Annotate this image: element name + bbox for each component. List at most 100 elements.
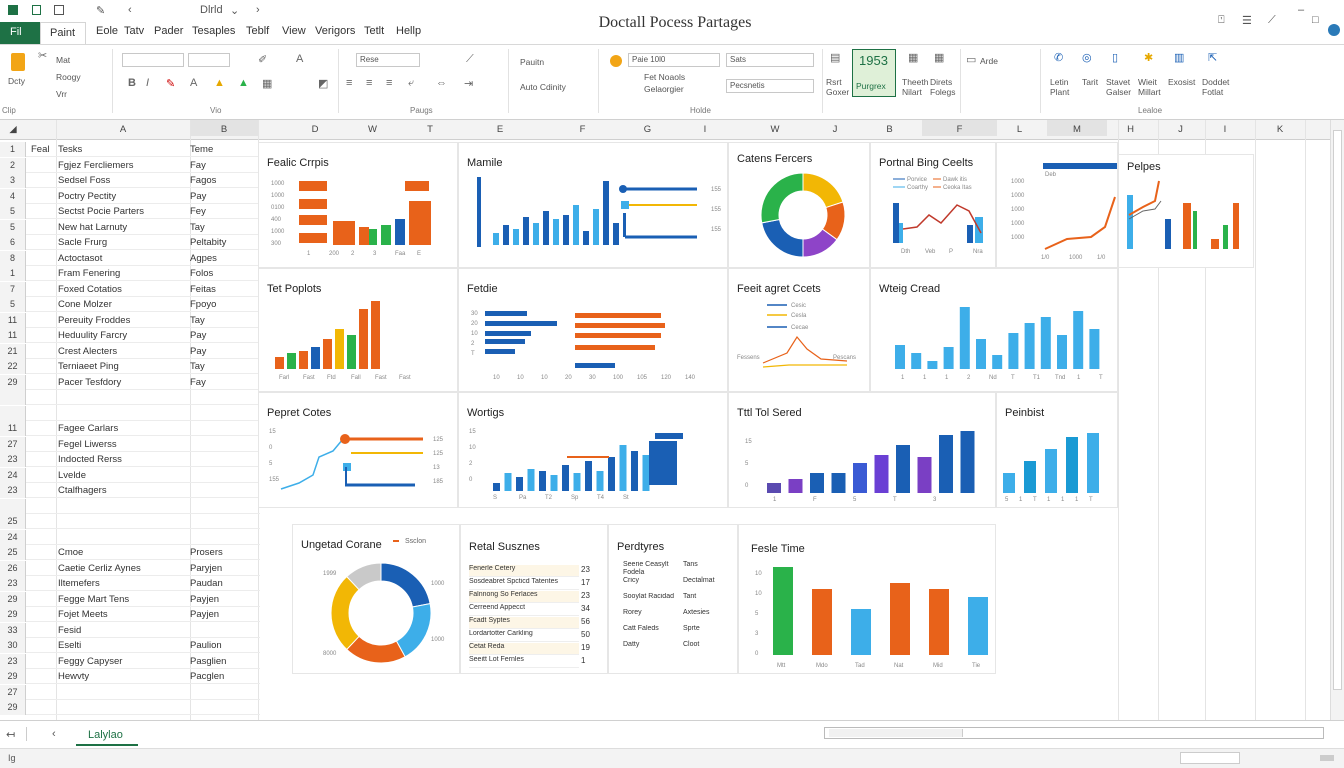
bold-icon[interactable]: B: [128, 77, 136, 89]
chart-panel-6[interactable]: Pelpes: [1118, 154, 1254, 268]
row-header[interactable]: 11: [0, 328, 26, 343]
indent-icon[interactable]: ⇥: [464, 78, 474, 90]
cell[interactable]: New hat Larnuty: [58, 221, 128, 233]
tab-teblf[interactable]: Teblf: [246, 25, 270, 37]
ribbon-far-item-5[interactable]: Exosist: [1168, 77, 1196, 87]
cell[interactable]: Fgjez Fercliemers: [58, 159, 134, 171]
column-header[interactable]: J: [1178, 124, 1183, 135]
row-header[interactable]: 23: [0, 576, 26, 591]
cell[interactable]: Cone Molzer: [58, 299, 112, 310]
column-header[interactable]: F: [922, 120, 997, 136]
row-header[interactable]: 29: [0, 669, 26, 684]
cell[interactable]: Sedsel Foss: [58, 175, 111, 186]
fill-color-icon[interactable]: ▲: [238, 77, 249, 89]
row-header[interactable]: 27: [0, 684, 26, 700]
pin-icon[interactable]: ⟋: [1268, 14, 1276, 26]
table-row[interactable]: [0, 390, 260, 405]
chart-panel-10[interactable]: Wteig Cread 1 1 1 2 Nd T T1 Tnd 1 T: [870, 268, 1118, 392]
chart-panel-11[interactable]: Pepret Cotes 15 0 5 155 125 125 13 185: [258, 392, 458, 508]
row-header[interactable]: 8: [0, 250, 26, 266]
zoom-slider[interactable]: [1320, 755, 1334, 761]
table-row[interactable]: 22 Terniaeet Ping Tay: [0, 359, 260, 374]
chart-panel-14[interactable]: Peinbist 5 1 T 1 1 1 T: [996, 392, 1118, 508]
doc-icon[interactable]: ▯: [1112, 52, 1119, 64]
cell[interactable]: Fay: [190, 159, 206, 171]
chart-panel-8[interactable]: Fetdie 30 20 10 2 T 10 10 10 20 30 100 105 120 140: [458, 268, 728, 392]
cell[interactable]: Feitas: [190, 283, 216, 295]
column-header[interactable]: G: [643, 124, 652, 135]
table-row[interactable]: 21 Crest Alecters Pay: [0, 343, 260, 359]
globe-icon[interactable]: ◎: [1082, 52, 1092, 64]
format-painter-icon[interactable]: ✐: [258, 54, 268, 66]
cell[interactable]: Tay: [190, 361, 205, 372]
table-row[interactable]: 1 Fram Fenering Folos: [0, 266, 260, 281]
table-row[interactable]: 8 Actoctasot Agpes: [0, 250, 260, 266]
table-panel-1[interactable]: Retal Susznes Fenerle Cetery 23 Sosdeabret…: [460, 524, 608, 674]
phone-icon[interactable]: ✆: [1054, 52, 1064, 64]
cell[interactable]: Poctry Pectity: [58, 190, 117, 202]
cell[interactable]: Pereuity Froddes: [58, 314, 131, 326]
zoom-box[interactable]: [1180, 752, 1240, 764]
menu-icon[interactable]: ☰: [1242, 15, 1252, 27]
chart-panel-13[interactable]: Tttl Tol Sered 15 5 0 1 F 5 T 3: [728, 392, 996, 508]
row-header[interactable]: 5: [0, 204, 26, 219]
table-row[interactable]: [0, 498, 260, 514]
select-all-corner[interactable]: ◢: [9, 124, 17, 135]
ribbon-far-item-1[interactable]: Letin Plant: [1050, 77, 1070, 97]
row-header[interactable]: 7: [0, 281, 26, 297]
cell[interactable]: Terniaeet Ping: [58, 361, 119, 372]
table-row[interactable]: 23 Ctalfhagers: [0, 483, 260, 498]
cell[interactable]: Fay: [190, 376, 206, 388]
sheet-tab-active[interactable]: Lalylao: [76, 724, 138, 746]
table-row[interactable]: 29 Pacer Tesfdory Fay: [0, 374, 260, 390]
row-header[interactable]: 29: [0, 700, 26, 715]
cell[interactable]: Feal: [31, 144, 50, 155]
row-header[interactable]: 22: [0, 359, 26, 374]
vertical-scrollbar[interactable]: [1330, 120, 1344, 720]
row-header[interactable]: [0, 498, 26, 514]
ribbon-right-item-2[interactable]: Theeth Nilart: [902, 77, 929, 97]
clipboard-item-3[interactable]: Vrr: [56, 89, 68, 99]
prev-sheet-icon[interactable]: ↤: [6, 729, 16, 741]
chart-panel-18[interactable]: Fesle Time 10 10 5 3 0 Mtt Mdo Tad Nat Mid Tie: [738, 524, 996, 674]
row-header[interactable]: 29: [0, 591, 26, 607]
row-header[interactable]: 11: [0, 421, 26, 436]
merge-icon[interactable]: ⇔: [436, 77, 447, 89]
highlight-icon[interactable]: ▲: [214, 77, 225, 89]
color-icon[interactable]: ◩: [318, 78, 329, 90]
table-row[interactable]: 2 Fgjez Fercliemers Fay: [0, 157, 260, 173]
row-header[interactable]: 29: [0, 607, 26, 622]
ribbon-far-item-4[interactable]: Wieit Millart: [1138, 77, 1161, 97]
cell[interactable]: Fpoyo: [190, 299, 217, 310]
column-header[interactable]: E: [496, 124, 504, 135]
cell[interactable]: Hewvty: [58, 671, 90, 682]
column-header[interactable]: H: [1127, 124, 1134, 135]
chart-panel-3[interactable]: Catens Fercers: [728, 142, 870, 268]
chart-panel-12[interactable]: Wortigs 15 10 2 0 S Pa T2 Sp T4 St: [458, 392, 728, 508]
row-header[interactable]: 33: [0, 622, 26, 638]
column-header[interactable]: B: [886, 124, 893, 135]
column-header[interactable]: T: [427, 124, 433, 135]
row-header[interactable]: 4: [0, 188, 26, 204]
table-row[interactable]: 25 Cmoe Prosers: [0, 545, 260, 560]
column-header[interactable]: A: [119, 124, 127, 135]
cell-styles-icon[interactable]: ▦: [934, 52, 945, 64]
row-header[interactable]: 6: [0, 235, 26, 250]
row-header[interactable]: 11: [0, 312, 26, 328]
pattern-label[interactable]: Pauitn: [520, 57, 545, 67]
column-header[interactable]: B: [190, 120, 258, 136]
cell[interactable]: Tesks: [58, 144, 83, 155]
table-row[interactable]: 30 Eselti Paulion: [0, 638, 260, 653]
align-right-icon[interactable]: ≡: [386, 77, 393, 89]
tab-hellp[interactable]: Hellp: [396, 25, 422, 37]
save-icon[interactable]: [32, 5, 41, 15]
cell[interactable]: Paudan: [190, 578, 223, 589]
cell[interactable]: Iltemefers: [58, 578, 100, 589]
quick-access-label[interactable]: Dlrld: [200, 4, 223, 16]
back-icon[interactable]: ‹: [128, 4, 132, 16]
clipboard-item-2[interactable]: Roogy: [56, 72, 81, 82]
row-header[interactable]: [0, 390, 26, 405]
account-icon[interactable]: [1328, 24, 1340, 36]
table-row[interactable]: 5 Cone Molzer Fpoyo: [0, 297, 260, 312]
cell[interactable]: Actoctasot: [58, 252, 103, 264]
